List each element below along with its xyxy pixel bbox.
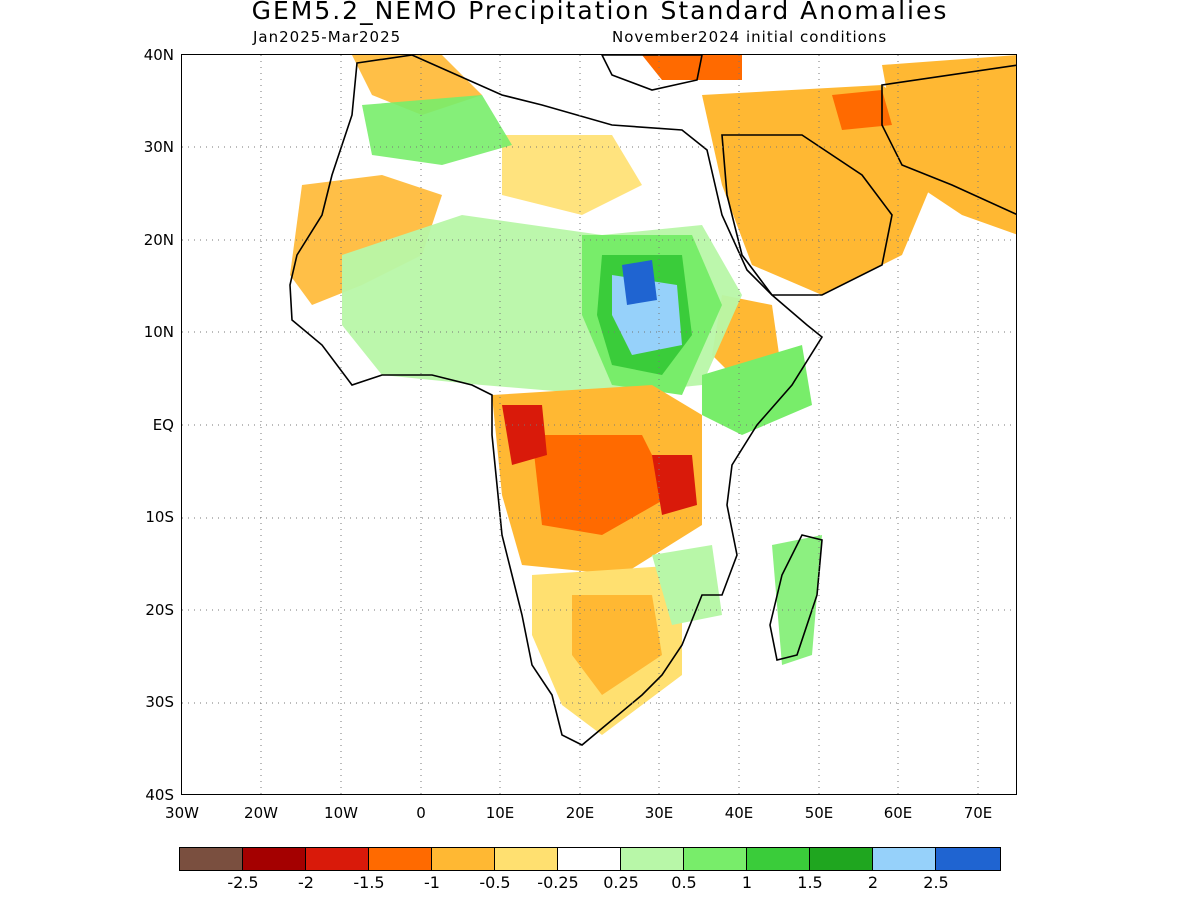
colorbar-swatch <box>180 848 243 870</box>
lon-label-40e: 40E <box>724 804 754 822</box>
map-title: GEM5.2_NEMO Precipitation Standard Anoma… <box>251 0 949 25</box>
lat-label-20n: 20N <box>143 231 174 249</box>
anomaly-madagascar-green <box>772 535 822 665</box>
anomaly-southern-africa-midorange <box>572 595 662 695</box>
initial-conditions: November2024 initial conditions <box>612 28 888 46</box>
colorbar-label: 1 <box>741 873 753 892</box>
map-panel <box>181 54 1017 795</box>
colorbar-label: -1.5 <box>353 873 385 892</box>
lat-label-30s: 30S <box>145 693 174 711</box>
anomaly-arabia-orange <box>702 85 952 295</box>
lat-label-10s: 10S <box>145 508 174 526</box>
lon-label-60e: 60E <box>883 804 913 822</box>
colorbar-label: -2.5 <box>227 873 259 892</box>
anomaly-sudan-blue <box>622 260 657 305</box>
colorbar-swatch <box>432 848 495 870</box>
lon-label-50e: 50E <box>804 804 834 822</box>
anomaly-iran-orange <box>882 55 1016 235</box>
colorbar-swatch <box>873 848 936 870</box>
colorbar-swatch <box>621 848 684 870</box>
arabia-coast <box>721 134 893 296</box>
colorbar-swatch <box>558 848 621 870</box>
madagascar-coast <box>769 534 823 661</box>
anomaly-north-africa-orange <box>290 175 442 305</box>
lat-label-40n: 40N <box>143 46 174 64</box>
anomaly-fields <box>290 55 1016 735</box>
anomaly-sahara-yellow <box>502 135 642 215</box>
colorbar-swatch <box>306 848 369 870</box>
colorbar-label: -1 <box>424 873 440 892</box>
colorbar-label: 1.5 <box>797 873 823 892</box>
lon-label-10e: 10E <box>485 804 515 822</box>
iran-coast <box>881 64 1016 215</box>
colorbar-label: 2 <box>867 873 879 892</box>
lat-label-30n: 30N <box>143 138 174 156</box>
colorbar <box>179 847 1001 871</box>
anomaly-east-africa-green <box>702 345 812 435</box>
anomaly-congo-red <box>502 405 547 465</box>
africa-coast <box>289 55 824 746</box>
colorbar-swatch <box>936 848 1000 870</box>
lon-label-30w: 30W <box>165 804 199 822</box>
colorbar-swatch <box>810 848 873 870</box>
colorbar-label: -2 <box>298 873 314 892</box>
lat-label-40s: 40S <box>145 786 174 804</box>
anomaly-mozambique-green <box>652 545 722 625</box>
colorbar-swatch <box>747 848 810 870</box>
lat-label-10n: 10N <box>143 323 174 341</box>
colorbar-swatch <box>369 848 432 870</box>
anomaly-central-africa-darkorange <box>532 435 672 535</box>
anomaly-tanzania-red <box>652 455 697 515</box>
anomaly-levant-darkorange <box>642 55 742 80</box>
forecast-period: Jan2025-Mar2025 <box>253 28 402 46</box>
coastlines <box>289 55 1016 746</box>
lon-label-0: 0 <box>416 804 426 822</box>
gridlines <box>182 55 1016 794</box>
lon-label-20w: 20W <box>244 804 278 822</box>
colorbar-swatch <box>243 848 306 870</box>
colorbar-label: -0.25 <box>537 873 579 892</box>
colorbar-swatch <box>495 848 558 870</box>
lon-label-30e: 30E <box>644 804 674 822</box>
lat-label-20s: 20S <box>145 601 174 619</box>
europe-coast <box>601 55 703 91</box>
colorbar-label: -0.5 <box>479 873 511 892</box>
colorbar-swatch <box>684 848 747 870</box>
colorbar-label: 0.5 <box>671 873 697 892</box>
lon-label-10w: 10W <box>324 804 358 822</box>
lat-label-eq: EQ <box>152 416 174 434</box>
colorbar-label: 0.25 <box>603 873 639 892</box>
anomaly-iran-darkorange <box>832 90 892 130</box>
map-svg <box>182 55 1016 794</box>
lon-label-20e: 20E <box>565 804 595 822</box>
anomaly-northwest-green <box>362 95 512 165</box>
colorbar-label: 2.5 <box>923 873 949 892</box>
lon-label-70e: 70E <box>963 804 993 822</box>
